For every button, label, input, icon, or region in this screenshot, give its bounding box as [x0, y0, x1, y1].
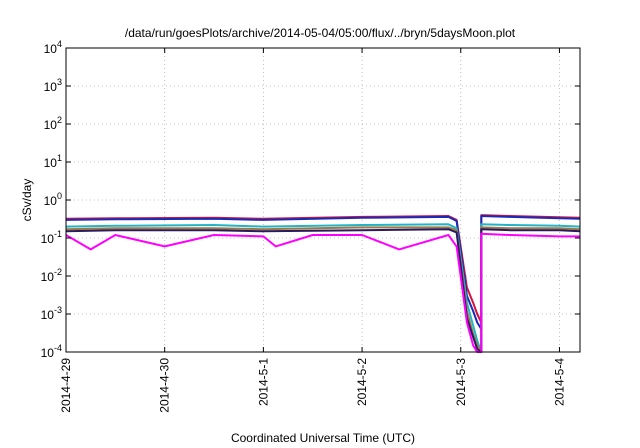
- series-layer: [65, 214, 581, 353]
- y-tick-exponent: 1: [57, 153, 62, 163]
- y-tick-exponent: -1: [54, 229, 62, 239]
- x-ticks: 2014-4-29 2014-4-30 2014-5-1 2014-5-2 2014-5…: [59, 48, 566, 413]
- x-tick-label: 2014-5-1: [256, 358, 270, 406]
- x-tick-label: 2014-5-4: [552, 358, 566, 406]
- y-tick-exponent: 2: [57, 115, 62, 125]
- y-tick-exponent: 3: [57, 77, 62, 87]
- y-tick-exponent: 0: [57, 191, 62, 201]
- x-tick-label: 2014-4-30: [158, 358, 172, 413]
- y-tick-exponent: -4: [54, 343, 62, 353]
- chart-title: /data/run/goesPlots/archive/2014-05-04/0…: [125, 26, 516, 40]
- x-tick-label: 2014-4-29: [59, 358, 73, 413]
- series-line-6: [65, 232, 580, 353]
- x-tick-label: 2014-5-2: [355, 358, 369, 406]
- y-tick-exponent: -2: [54, 267, 62, 277]
- y-tick-exponent: 4: [57, 39, 62, 49]
- x-axis-label: Coordinated Universal Time (UTC): [231, 431, 415, 445]
- y-tick-exponent: -3: [54, 305, 62, 315]
- series-line-3: [65, 223, 581, 353]
- y-axis-label: cSv/day: [20, 179, 34, 222]
- x-tick-label: 2014-5-3: [454, 358, 468, 406]
